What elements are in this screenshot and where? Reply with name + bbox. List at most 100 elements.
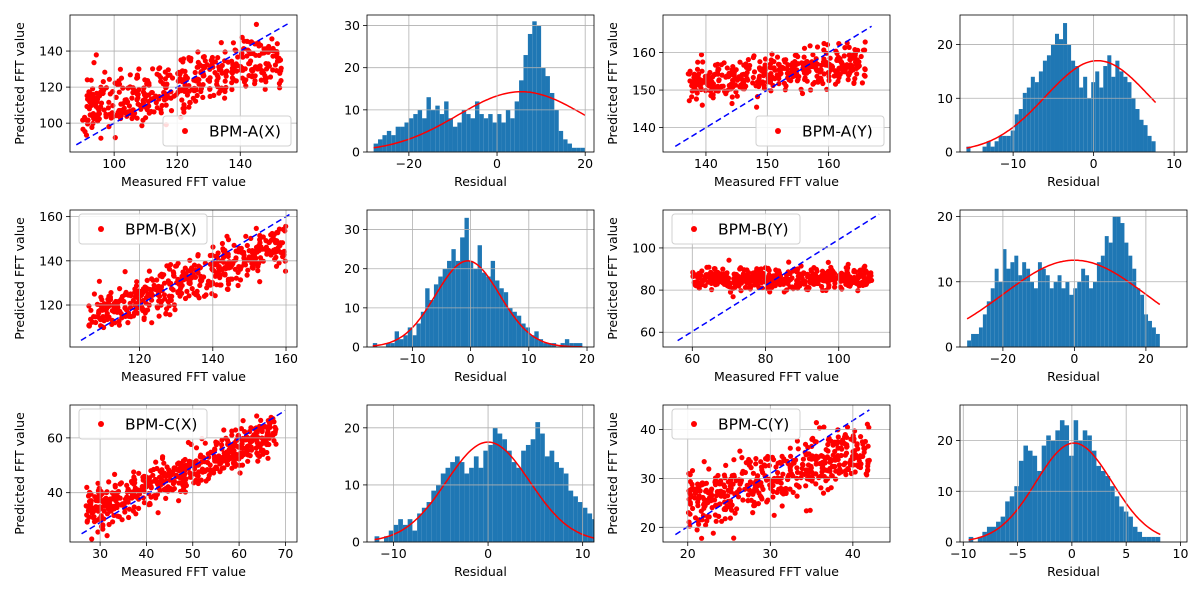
histogram-bar [1045, 275, 1050, 347]
data-point [711, 266, 718, 272]
histogram-bar [474, 101, 480, 152]
histogram-bar [1155, 536, 1161, 542]
data-point [121, 500, 127, 507]
data-point [794, 438, 801, 444]
data-point [255, 66, 261, 72]
data-point [195, 76, 201, 82]
data-point [84, 77, 90, 83]
data-point [734, 278, 740, 284]
data-point [164, 263, 170, 269]
histogram-bar [429, 300, 434, 347]
y-tick-label: 10 [344, 477, 360, 492]
data-point [798, 86, 804, 92]
legend-label: BPM-B(Y) [718, 221, 789, 239]
data-point [865, 467, 871, 473]
data-point [140, 474, 146, 480]
data-point [834, 56, 841, 62]
data-point [719, 518, 725, 524]
y-tick-label: 60 [47, 430, 63, 445]
data-point [188, 268, 194, 274]
data-point [274, 41, 280, 47]
y-axis-label: Predicted FFT value [605, 22, 620, 145]
data-point [696, 493, 702, 499]
data-point [701, 459, 707, 465]
data-point [755, 501, 762, 507]
histogram-bar [1038, 71, 1043, 152]
data-point [175, 461, 181, 467]
data-point [221, 427, 227, 433]
data-point [88, 77, 94, 83]
data-point [805, 444, 811, 451]
data-point [222, 49, 228, 55]
data-point [699, 68, 705, 74]
data-point [841, 53, 847, 59]
data-point [118, 480, 124, 486]
data-point [733, 478, 739, 484]
histogram-bar [470, 118, 475, 152]
histogram-bar [1099, 87, 1104, 152]
data-point [197, 277, 204, 283]
data-point [863, 281, 869, 287]
data-point [833, 476, 839, 482]
data-point [129, 95, 135, 101]
data-point [187, 257, 193, 263]
histogram-bar [1108, 242, 1113, 347]
data-point [102, 69, 108, 75]
data-point [230, 261, 236, 267]
data-point [113, 299, 119, 305]
data-point [843, 276, 849, 282]
data-point [104, 313, 110, 319]
subplot-1: 100 120 140 100 120 140 Measured FFT value Pred… [12, 14, 298, 189]
data-point [745, 492, 752, 498]
data-point [256, 441, 262, 447]
axes-frame [69, 14, 298, 153]
data-point [851, 274, 857, 281]
data-point [163, 495, 169, 501]
data-point [113, 94, 119, 100]
y-tick-label: 10 [937, 91, 953, 106]
data-point [193, 445, 200, 451]
data-point [744, 69, 750, 76]
data-point [184, 92, 190, 98]
data-point [229, 86, 235, 93]
y-tick-label: 20 [640, 520, 656, 535]
data-point [184, 288, 190, 294]
data-point [98, 523, 105, 530]
data-point [848, 436, 854, 442]
histogram-bar [1142, 536, 1147, 542]
histogram-bar [1137, 531, 1143, 542]
x-tick-label: 70 [277, 546, 293, 561]
data-point [770, 82, 776, 89]
data-point [96, 278, 102, 284]
axes-frame [69, 404, 298, 543]
legend-box [78, 213, 208, 245]
data-point [122, 509, 128, 515]
data-point [125, 320, 131, 326]
data-point [787, 445, 793, 451]
data-point [786, 277, 792, 283]
data-point [131, 504, 137, 510]
data-point [106, 293, 112, 299]
histogram-bar [444, 101, 449, 152]
data-point [117, 66, 123, 72]
data-point [207, 281, 213, 287]
data-point [125, 486, 131, 493]
data-point [131, 469, 137, 475]
data-point [88, 307, 94, 313]
y-axis-label: Predicted FFT value [12, 22, 27, 145]
data-point [87, 90, 93, 96]
data-point [772, 67, 778, 73]
data-point [863, 268, 869, 274]
data-point [163, 102, 169, 108]
histogram-bar [464, 473, 470, 542]
data-point [824, 273, 830, 279]
data-point [201, 73, 207, 79]
data-point [798, 475, 804, 481]
data-point [217, 275, 223, 281]
data-point [164, 306, 170, 312]
data-point [140, 306, 146, 313]
data-point [272, 62, 278, 68]
data-point [162, 296, 168, 302]
data-point [147, 480, 154, 486]
histogram-bar [996, 521, 1001, 542]
